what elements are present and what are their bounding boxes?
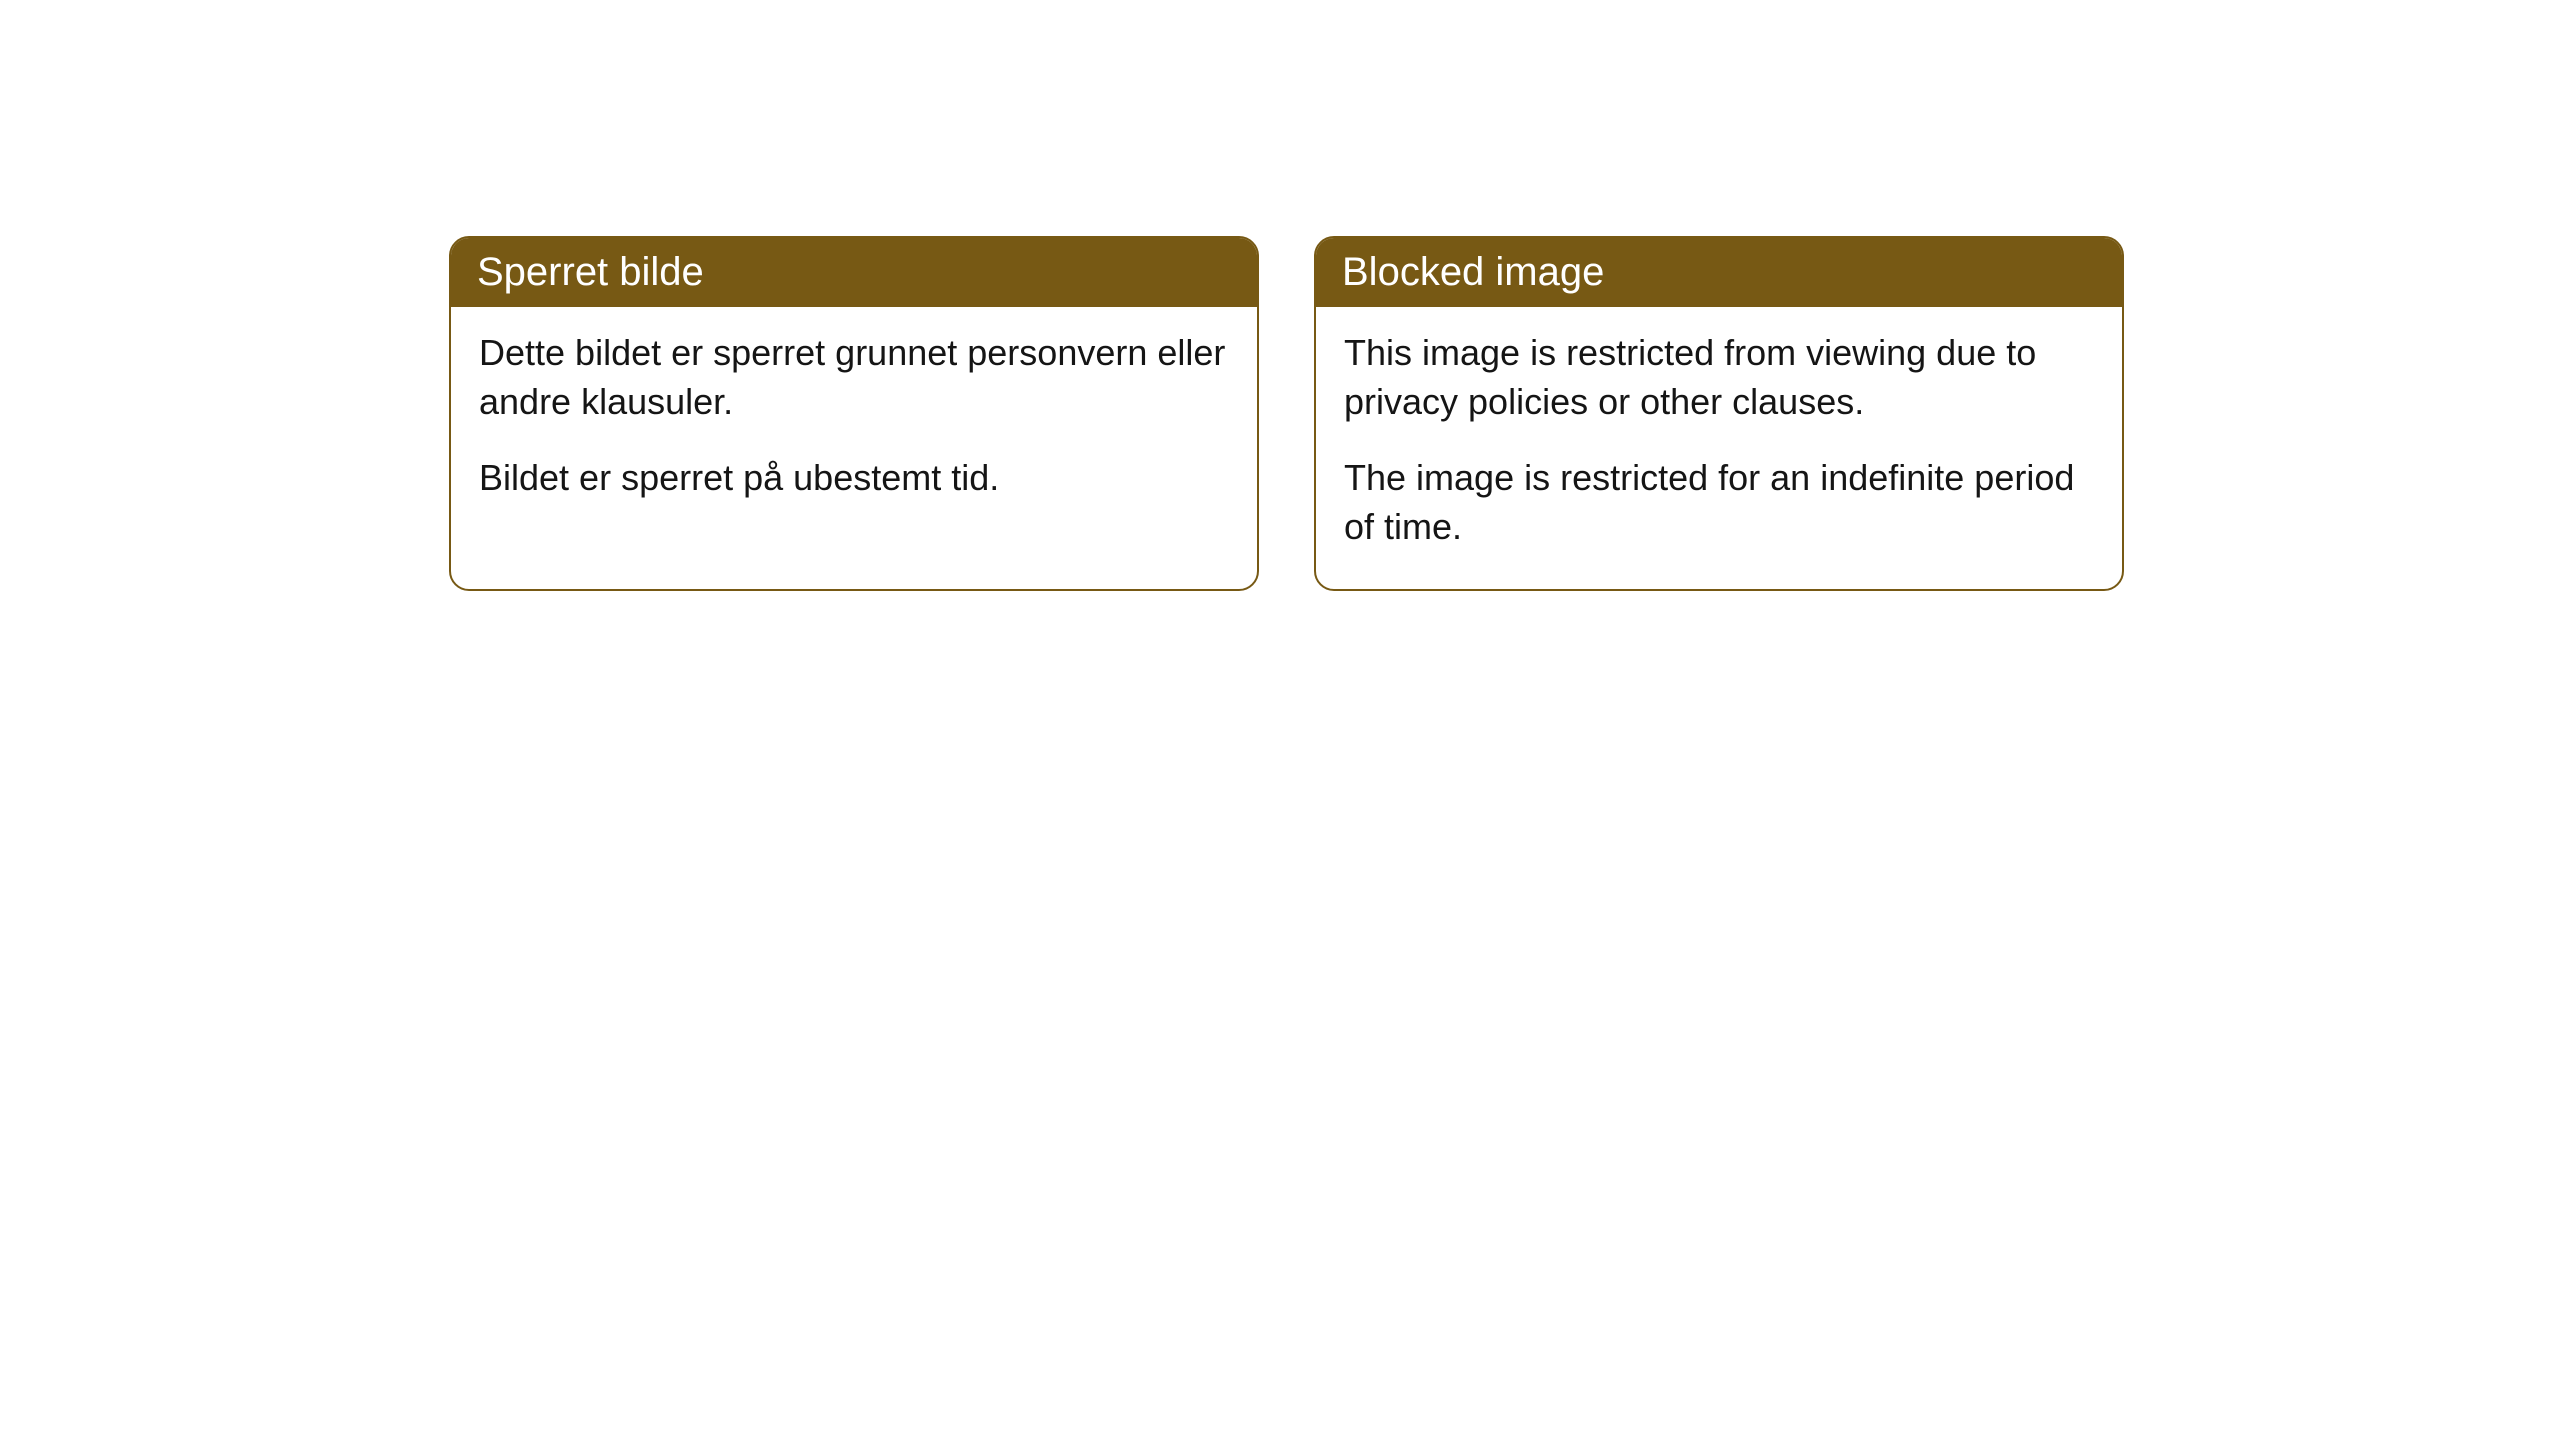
card-header: Blocked image [1316,238,2122,307]
card-paragraph: Dette bildet er sperret grunnet personve… [479,329,1229,426]
card-paragraph: Bildet er sperret på ubestemt tid. [479,454,1229,503]
card-header: Sperret bilde [451,238,1257,307]
card-body: This image is restricted from viewing du… [1316,307,2122,589]
card-paragraph: This image is restricted from viewing du… [1344,329,2094,426]
card-body: Dette bildet er sperret grunnet personve… [451,307,1257,541]
notice-cards-container: Sperret bilde Dette bildet er sperret gr… [449,236,2124,591]
blocked-image-card-no: Sperret bilde Dette bildet er sperret gr… [449,236,1259,591]
card-paragraph: The image is restricted for an indefinit… [1344,454,2094,551]
blocked-image-card-en: Blocked image This image is restricted f… [1314,236,2124,591]
